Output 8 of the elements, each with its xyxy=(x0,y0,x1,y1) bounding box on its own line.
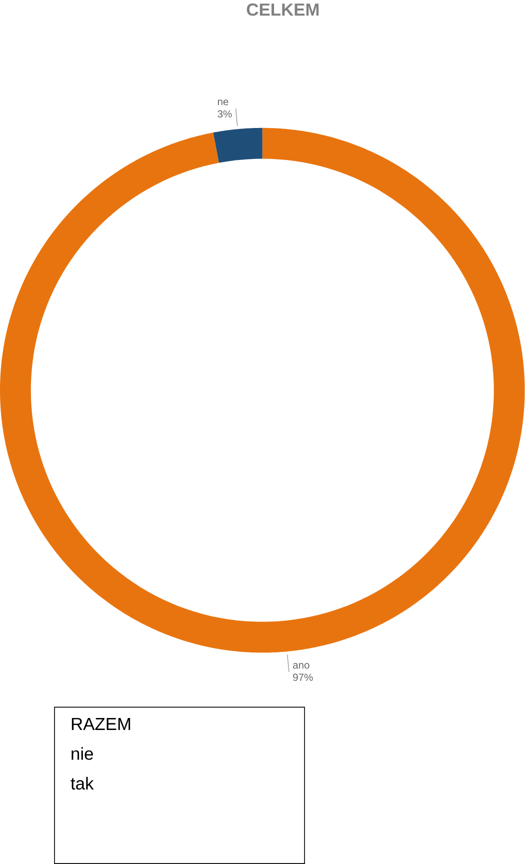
data-label: 97% xyxy=(293,674,313,681)
data-label: 3% xyxy=(218,110,232,118)
slice-label: ano xyxy=(293,663,310,669)
slice-label: ne xyxy=(218,100,228,106)
text: nie xyxy=(72,747,94,760)
text: RAZEM xyxy=(72,718,130,730)
text: tak xyxy=(70,776,94,790)
chart-title: CELKEM xyxy=(246,3,319,16)
